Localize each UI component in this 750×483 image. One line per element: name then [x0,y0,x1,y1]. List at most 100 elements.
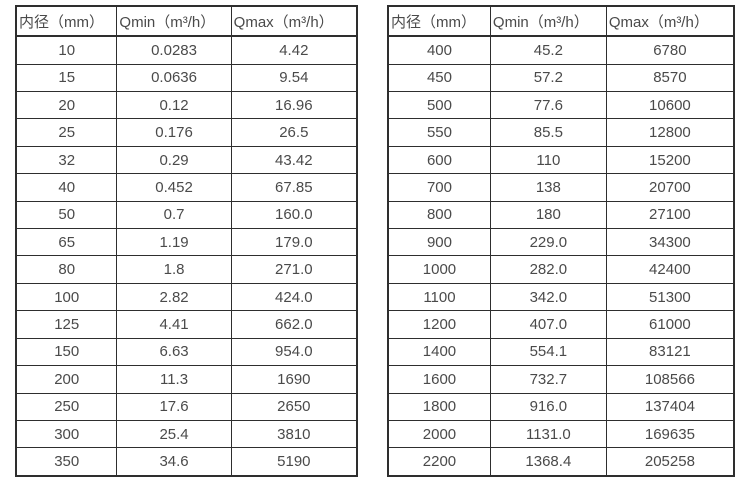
diameter-cell: 32 [15,145,118,175]
qmax-cell: 83121 [605,337,735,367]
qmin-cell: 34.6 [116,447,232,477]
qmax-cell: 179.0 [230,228,358,257]
diameter-cell: 450 [387,63,491,92]
qmax-cell: 61000 [605,310,735,339]
qmin-cell: 342.0 [489,282,607,312]
diameter-cell: 1800 [387,392,491,422]
qmax-cell: 4.42 [230,35,358,65]
table-row: 125 4.41 662.0 [15,310,358,339]
table-row: 50 0.7 160.0 [15,200,358,230]
table-row: 25 0.176 26.5 [15,118,358,147]
qmax-cell: 51300 [605,282,735,312]
qmax-cell: 1690 [230,365,358,394]
diameter-cell: 1000 [387,255,491,284]
diameter-cell: 65 [15,228,118,257]
qmin-cell: 17.6 [116,392,232,422]
qmin-cell: 916.0 [489,392,607,422]
table-row: 300 25.4 3810 [15,420,358,449]
table-row: 20 0.12 16.96 [15,90,358,120]
qmax-cell: 954.0 [230,337,358,367]
diameter-cell: 1100 [387,282,491,312]
flow-rate-spec-tables: 内径（mm） Qmin（m³/h） Qmax（m³/h） 10 0.0283 4.42 15… [15,5,735,477]
table-row: 200 11.3 1690 [15,365,358,394]
qmin-cell: 6.63 [116,337,232,367]
table-row: 32 0.29 43.42 [15,145,358,175]
diameter-cell: 10 [15,35,118,65]
diameter-cell: 15 [15,63,118,92]
qmax-cell: 108566 [605,365,735,394]
qmax-cell: 42400 [605,255,735,284]
diameter-cell: 500 [387,90,491,120]
diameter-cell: 125 [15,310,118,339]
qmin-cell: 85.5 [489,118,607,147]
qmax-cell: 43.42 [230,145,358,175]
qmax-cell: 34300 [605,228,735,257]
qmin-column-header: Qmin（m³/h） [489,5,607,37]
diameter-cell: 2000 [387,420,491,449]
table-row: 1100 342.0 51300 [387,282,735,312]
qmax-cell: 26.5 [230,118,358,147]
qmin-cell: 0.176 [116,118,232,147]
table-row: 450 57.2 8570 [387,63,735,92]
qmin-cell: 25.4 [116,420,232,449]
table-row: 250 17.6 2650 [15,392,358,422]
qmin-cell: 0.452 [116,173,232,202]
diameter-cell: 2200 [387,447,491,477]
qmax-cell: 424.0 [230,282,358,312]
qmin-cell: 57.2 [489,63,607,92]
qmin-cell: 180 [489,200,607,230]
diameter-cell: 400 [387,35,491,65]
header-row: 内径（mm） Qmin（m³/h） Qmax（m³/h） [15,5,358,37]
qmin-cell: 45.2 [489,35,607,65]
diameter-column-header: 内径（mm） [15,5,118,37]
qmin-cell: 732.7 [489,365,607,394]
qmin-cell: 1131.0 [489,420,607,449]
table-row: 1400 554.1 83121 [387,337,735,367]
qmin-column-header: Qmin（m³/h） [116,5,232,37]
diameter-cell: 150 [15,337,118,367]
diameter-cell: 900 [387,228,491,257]
diameter-cell: 1400 [387,337,491,367]
header-row: 内径（mm） Qmin（m³/h） Qmax（m³/h） [387,5,735,37]
diameter-cell: 300 [15,420,118,449]
diameter-cell: 350 [15,447,118,477]
diameter-cell: 600 [387,145,491,175]
qmax-cell: 5190 [230,447,358,477]
table-row: 80 1.8 271.0 [15,255,358,284]
table-row: 500 77.6 10600 [387,90,735,120]
qmax-cell: 3810 [230,420,358,449]
qmin-cell: 0.12 [116,90,232,120]
qmax-cell: 67.85 [230,173,358,202]
qmin-cell: 1.19 [116,228,232,257]
qmin-cell: 11.3 [116,365,232,394]
qmin-cell: 554.1 [489,337,607,367]
flow-table-large-diameters: 内径（mm） Qmin（m³/h） Qmax（m³/h） 400 45.2 6780 450… [387,5,735,477]
qmax-column-header: Qmax（m³/h） [605,5,735,37]
qmin-cell: 1368.4 [489,447,607,477]
diameter-cell: 700 [387,173,491,202]
qmax-cell: 15200 [605,145,735,175]
qmax-cell: 271.0 [230,255,358,284]
qmax-cell: 8570 [605,63,735,92]
qmin-cell: 0.29 [116,145,232,175]
qmax-column-header: Qmax（m³/h） [230,5,358,37]
diameter-cell: 200 [15,365,118,394]
diameter-column-header: 内径（mm） [387,5,491,37]
qmax-cell: 6780 [605,35,735,65]
qmin-cell: 0.0283 [116,35,232,65]
table-row: 2000 1131.0 169635 [387,420,735,449]
qmax-cell: 2650 [230,392,358,422]
qmin-cell: 229.0 [489,228,607,257]
table-row: 10 0.0283 4.42 [15,35,358,65]
diameter-cell: 100 [15,282,118,312]
table-row: 1600 732.7 108566 [387,365,735,394]
diameter-cell: 250 [15,392,118,422]
table-row: 15 0.0636 9.54 [15,63,358,92]
diameter-cell: 550 [387,118,491,147]
diameter-cell: 25 [15,118,118,147]
qmin-cell: 0.0636 [116,63,232,92]
qmax-cell: 20700 [605,173,735,202]
qmin-cell: 110 [489,145,607,175]
table-row: 2200 1368.4 205258 [387,447,735,477]
diameter-cell: 80 [15,255,118,284]
